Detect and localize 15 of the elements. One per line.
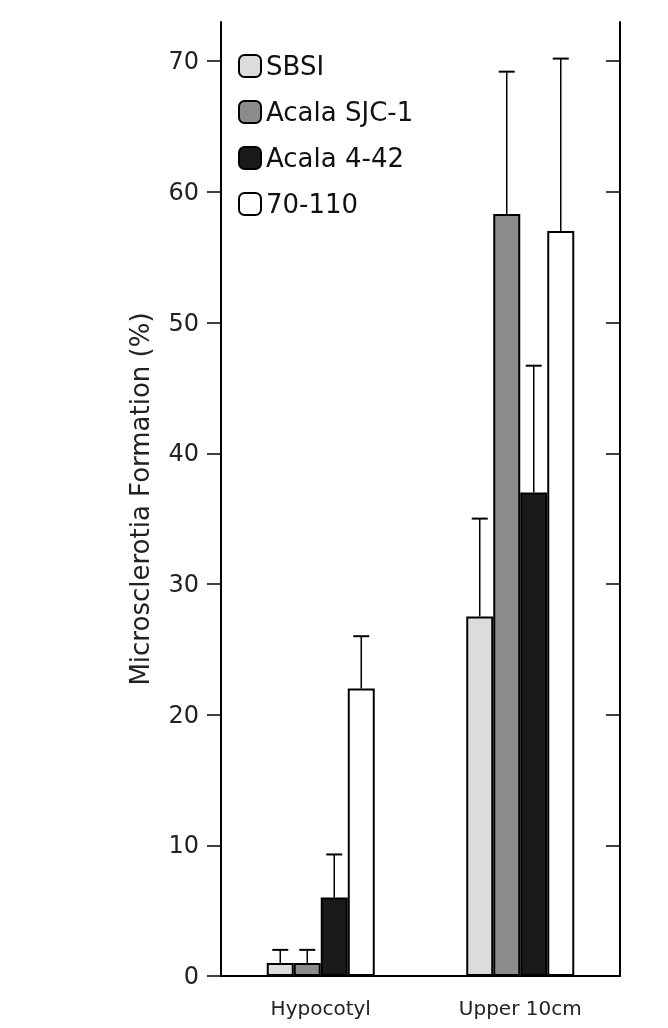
x-tick-label: Hypocotyl (270, 996, 371, 1020)
y-tick-label: 10 (168, 831, 199, 860)
legend-label: SBSI (266, 51, 325, 81)
y-tick-label: 20 (168, 700, 199, 729)
legend-label: Acala 4-42 (266, 143, 404, 173)
x-tick-label: Upper 10cm (458, 996, 582, 1020)
y-tick-label: 0 (183, 962, 199, 990)
y-tick-label: 60 (168, 177, 199, 206)
y-tick-label: 30 (168, 569, 199, 598)
legend-label: 70-110 (266, 189, 359, 219)
y-tick-label: 40 (168, 439, 199, 468)
legend-label: Acala SJC-1 (266, 97, 414, 127)
y-tick-label: 50 (168, 308, 199, 337)
y-axis-title: Microsclerotia Formation (%) (125, 312, 155, 686)
y-tick-label: 70 (168, 47, 199, 76)
